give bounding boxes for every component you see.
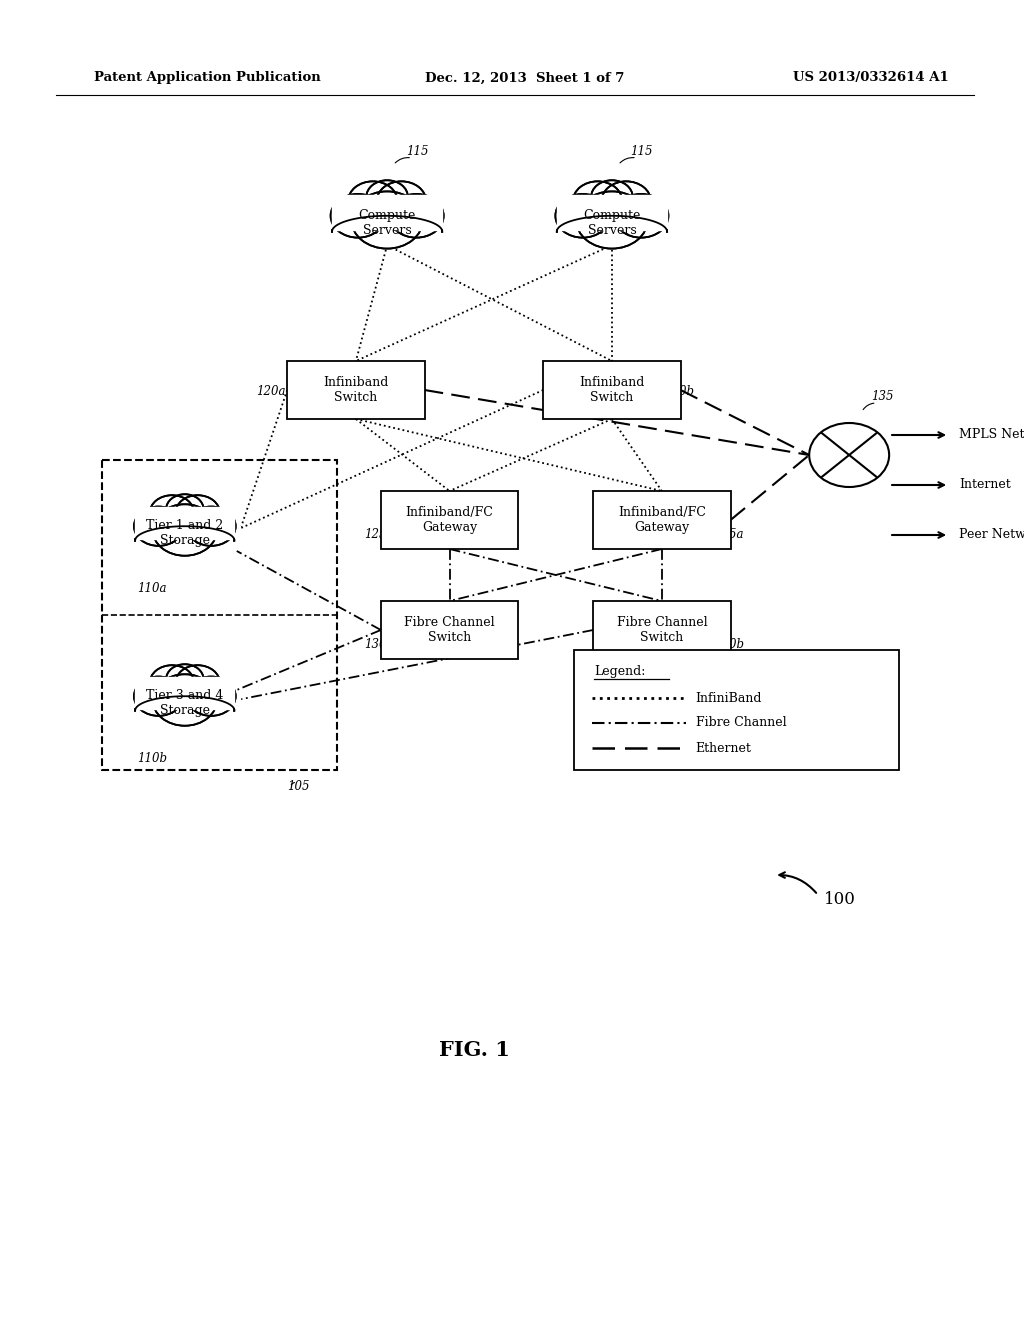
Bar bbox=[381, 601, 518, 659]
Bar bbox=[326, 215, 449, 235]
Text: 125a: 125a bbox=[715, 528, 743, 541]
Text: 120a: 120a bbox=[256, 385, 286, 399]
Bar bbox=[102, 459, 337, 770]
Circle shape bbox=[389, 194, 443, 238]
Bar bbox=[129, 527, 241, 544]
Text: 120b: 120b bbox=[665, 385, 694, 399]
Bar bbox=[332, 195, 442, 231]
Text: FIG. 1: FIG. 1 bbox=[439, 1040, 510, 1060]
Text: Infiniband/FC
Gateway: Infiniband/FC Gateway bbox=[406, 506, 494, 535]
Text: 105: 105 bbox=[287, 780, 309, 793]
Text: Internet: Internet bbox=[959, 479, 1011, 491]
Bar bbox=[135, 507, 234, 540]
Bar bbox=[135, 677, 234, 709]
Bar bbox=[550, 215, 674, 235]
Circle shape bbox=[150, 495, 195, 531]
Text: Infiniband
Switch: Infiniband Switch bbox=[580, 376, 644, 404]
Text: Compute
Servers: Compute Servers bbox=[358, 210, 416, 238]
Text: Dec. 12, 2013  Sheet 1 of 7: Dec. 12, 2013 Sheet 1 of 7 bbox=[425, 71, 625, 84]
Bar bbox=[593, 491, 730, 549]
Text: Infiniband
Switch: Infiniband Switch bbox=[324, 376, 388, 404]
Bar bbox=[543, 360, 681, 418]
Bar bbox=[381, 491, 518, 549]
Text: Ethernet: Ethernet bbox=[695, 742, 752, 755]
Text: 115: 115 bbox=[406, 145, 428, 158]
Text: MPLS Network: MPLS Network bbox=[959, 429, 1024, 441]
Text: 115: 115 bbox=[631, 145, 653, 158]
Bar bbox=[574, 649, 899, 770]
Circle shape bbox=[351, 191, 423, 248]
Text: Tier 1 and 2
Storage: Tier 1 and 2 Storage bbox=[146, 519, 223, 546]
Text: Infiniband/FC
Gateway: Infiniband/FC Gateway bbox=[617, 506, 706, 535]
Text: InfiniBand: InfiniBand bbox=[695, 692, 762, 705]
Text: Fibre Channel
Switch: Fibre Channel Switch bbox=[404, 616, 495, 644]
Circle shape bbox=[166, 494, 204, 524]
Circle shape bbox=[601, 181, 651, 220]
Text: 135: 135 bbox=[871, 389, 894, 403]
Circle shape bbox=[613, 194, 669, 238]
Text: 110a: 110a bbox=[137, 582, 167, 595]
Text: 130a: 130a bbox=[365, 638, 394, 651]
Circle shape bbox=[377, 181, 426, 220]
Text: Tier 3 and 4
Storage: Tier 3 and 4 Storage bbox=[146, 689, 223, 717]
Bar bbox=[287, 360, 425, 418]
Circle shape bbox=[186, 507, 236, 546]
Text: 130b: 130b bbox=[715, 638, 744, 651]
Circle shape bbox=[367, 181, 408, 214]
Text: Legend:: Legend: bbox=[594, 665, 646, 678]
Circle shape bbox=[150, 665, 195, 701]
Text: Fibre Channel
Switch: Fibre Channel Switch bbox=[616, 616, 708, 644]
Text: 125a: 125a bbox=[365, 528, 394, 541]
Text: 110b: 110b bbox=[137, 752, 167, 766]
Text: Patent Application Publication: Patent Application Publication bbox=[93, 71, 321, 84]
Circle shape bbox=[555, 194, 610, 238]
Circle shape bbox=[573, 181, 623, 220]
Circle shape bbox=[348, 181, 397, 220]
Bar bbox=[593, 601, 730, 659]
Circle shape bbox=[166, 664, 204, 694]
Circle shape bbox=[331, 194, 385, 238]
Circle shape bbox=[153, 675, 217, 726]
Text: Fibre Channel: Fibre Channel bbox=[695, 717, 786, 730]
Bar bbox=[129, 696, 241, 714]
Circle shape bbox=[186, 677, 236, 715]
Text: US 2013/0332614 A1: US 2013/0332614 A1 bbox=[794, 71, 949, 84]
Bar bbox=[557, 195, 667, 231]
Text: Peer Network: Peer Network bbox=[959, 528, 1024, 541]
Circle shape bbox=[577, 191, 647, 248]
Circle shape bbox=[153, 504, 217, 556]
Circle shape bbox=[175, 495, 220, 531]
Circle shape bbox=[175, 665, 220, 701]
Circle shape bbox=[134, 677, 183, 715]
Text: 100: 100 bbox=[824, 891, 856, 908]
Circle shape bbox=[134, 507, 183, 546]
Text: Compute
Servers: Compute Servers bbox=[584, 210, 641, 238]
Circle shape bbox=[591, 181, 633, 214]
